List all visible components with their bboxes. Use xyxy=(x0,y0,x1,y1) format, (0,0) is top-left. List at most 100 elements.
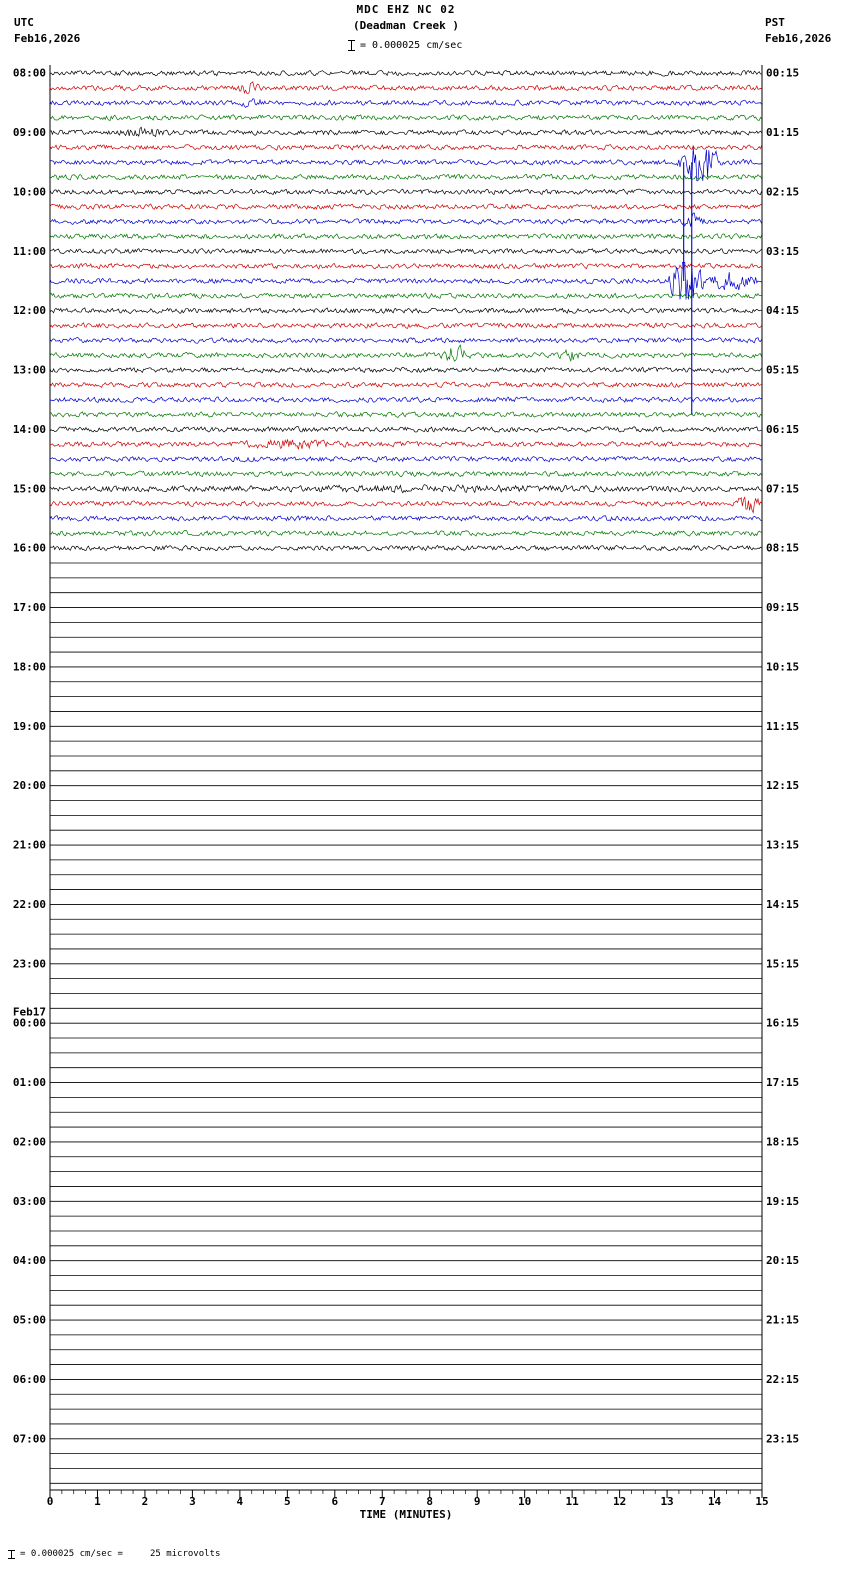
footer-scale-bar-icon xyxy=(8,1549,15,1559)
seismo-trace-row-21 xyxy=(49,381,762,389)
x-axis-tick-label: 4 xyxy=(237,1495,244,1508)
scale-indicator: = 0.000025 cm/sec xyxy=(348,40,462,51)
utc-hour-label: 19:00 xyxy=(13,720,46,733)
seismo-trace-row-26 xyxy=(49,455,762,463)
utc-hour-label: 00:00 xyxy=(13,1017,46,1030)
seismo-trace-row-11 xyxy=(49,233,762,240)
pst-hour-label: 15:15 xyxy=(766,957,799,970)
utc-hour-label: 12:00 xyxy=(13,304,46,317)
x-axis-tick-label: 1 xyxy=(94,1495,101,1508)
pst-hour-label: 21:15 xyxy=(766,1314,799,1327)
pst-hour-label: 23:15 xyxy=(766,1432,799,1445)
seismo-trace-row-30 xyxy=(49,515,762,522)
pst-hour-label: 14:15 xyxy=(766,898,799,911)
x-axis-tick-label: 3 xyxy=(189,1495,196,1508)
utc-hour-label: 18:00 xyxy=(13,660,46,673)
pst-hour-label: 04:15 xyxy=(766,304,799,317)
x-axis-tick-label: 9 xyxy=(474,1495,481,1508)
x-axis-tick-label: 14 xyxy=(708,1495,722,1508)
seismo-trace-row-5 xyxy=(49,144,762,151)
seismo-trace-row-18 xyxy=(49,337,762,344)
seismo-trace-row-29 xyxy=(49,496,762,514)
x-axis-tick-label: 2 xyxy=(142,1495,149,1508)
utc-hour-label: 22:00 xyxy=(13,898,46,911)
pst-hour-label: 07:15 xyxy=(766,482,799,495)
pst-hour-label: 20:15 xyxy=(766,1254,799,1267)
seismo-trace-row-23 xyxy=(49,411,762,418)
left-timezone-label: UTC xyxy=(14,16,34,29)
utc-hour-label: 07:00 xyxy=(13,1432,46,1445)
pst-hour-label: 16:15 xyxy=(766,1017,799,1030)
right-header: PST Feb16,2026 xyxy=(765,15,831,47)
footer-scale-note: = 0.000025 cm/sec = 25 microvolts xyxy=(8,1549,220,1559)
utc-hour-label: 08:00 xyxy=(13,67,46,80)
seismo-trace-row-13 xyxy=(49,262,762,270)
utc-hour-label: 23:00 xyxy=(13,957,46,970)
utc-hour-label: 13:00 xyxy=(13,364,46,377)
pst-hour-label: 05:15 xyxy=(766,364,799,377)
station-subtitle: (Deadman Creek ) xyxy=(353,19,459,32)
pst-hour-label: 17:15 xyxy=(766,1076,799,1089)
utc-hour-label: 20:00 xyxy=(13,779,46,792)
pst-hour-label: 09:15 xyxy=(766,601,799,614)
scale-bar-icon xyxy=(348,40,355,51)
utc-hour-label: 05:00 xyxy=(13,1314,46,1327)
pst-hour-label: 13:15 xyxy=(766,839,799,852)
seismo-trace-row-3 xyxy=(49,114,762,121)
footer-scale-text: = 0.000025 cm/sec = xyxy=(20,1549,123,1559)
seismo-trace-row-0 xyxy=(49,69,762,77)
utc-hour-label: 17:00 xyxy=(13,601,46,614)
seismo-trace-row-2 xyxy=(49,98,762,108)
pst-hour-label: 03:15 xyxy=(766,245,799,258)
pst-hour-label: 00:15 xyxy=(766,67,799,80)
pst-hour-label: 01:15 xyxy=(766,126,799,139)
utc-hour-label: 09:00 xyxy=(13,126,46,139)
utc-hour-label: 21:00 xyxy=(13,839,46,852)
pst-hour-label: 06:15 xyxy=(766,423,799,436)
seismo-trace-row-20 xyxy=(49,366,762,374)
seismo-trace-row-16 xyxy=(49,307,762,314)
left-date-label: Feb16,2026 xyxy=(14,32,81,45)
utc-hour-label: 04:00 xyxy=(13,1254,46,1267)
pst-hour-label: 18:15 xyxy=(766,1135,799,1148)
x-axis-tick-label: 5 xyxy=(284,1495,291,1508)
seismo-trace-row-1 xyxy=(49,81,762,95)
seismo-trace-row-4 xyxy=(49,126,762,138)
seismo-trace-row-28 xyxy=(49,484,762,494)
pst-hour-label: 22:15 xyxy=(766,1373,799,1386)
utc-hour-label: 01:00 xyxy=(13,1076,46,1089)
seismo-trace-row-25 xyxy=(49,439,762,450)
x-axis-tick-label: 8 xyxy=(426,1495,433,1508)
right-timezone-label: PST xyxy=(765,16,785,29)
seismo-trace-row-17 xyxy=(49,322,762,329)
seismo-trace-row-19 xyxy=(49,344,762,362)
utc-hour-label: 10:00 xyxy=(13,185,46,198)
seismo-trace-row-15 xyxy=(49,292,762,300)
seismo-trace-row-22 xyxy=(49,396,762,403)
utc-hour-label: 15:00 xyxy=(13,482,46,495)
x-axis-title: TIME (MINUTES) xyxy=(359,1508,453,1521)
seismo-trace-row-24 xyxy=(49,426,762,433)
x-axis-tick-label: 12 xyxy=(613,1495,626,1508)
pst-hour-label: 02:15 xyxy=(766,185,799,198)
station-title: MDC EHZ NC 02 xyxy=(356,3,456,16)
seismo-trace-row-9 xyxy=(49,203,762,210)
seismo-trace-row-27 xyxy=(49,470,762,478)
pst-hour-label: 19:15 xyxy=(766,1195,799,1208)
pst-hour-label: 11:15 xyxy=(766,720,799,733)
x-axis-tick-label: 0 xyxy=(47,1495,54,1508)
utc-date-break-label: Feb17 xyxy=(13,1006,46,1019)
seismo-trace-row-6 xyxy=(49,146,762,182)
right-date-label: Feb16,2026 xyxy=(765,32,832,45)
seismo-trace-row-32 xyxy=(49,544,762,552)
x-axis-tick-label: 15 xyxy=(755,1495,768,1508)
x-axis-tick-label: 11 xyxy=(566,1495,580,1508)
utc-hour-label: 03:00 xyxy=(13,1195,46,1208)
utc-hour-label: 14:00 xyxy=(13,423,46,436)
scale-label: = 0.000025 cm/sec xyxy=(360,40,463,51)
seismo-trace-row-31 xyxy=(49,530,762,537)
utc-hour-label: 06:00 xyxy=(13,1373,46,1386)
footer-scale-value: 25 microvolts xyxy=(149,1549,221,1559)
